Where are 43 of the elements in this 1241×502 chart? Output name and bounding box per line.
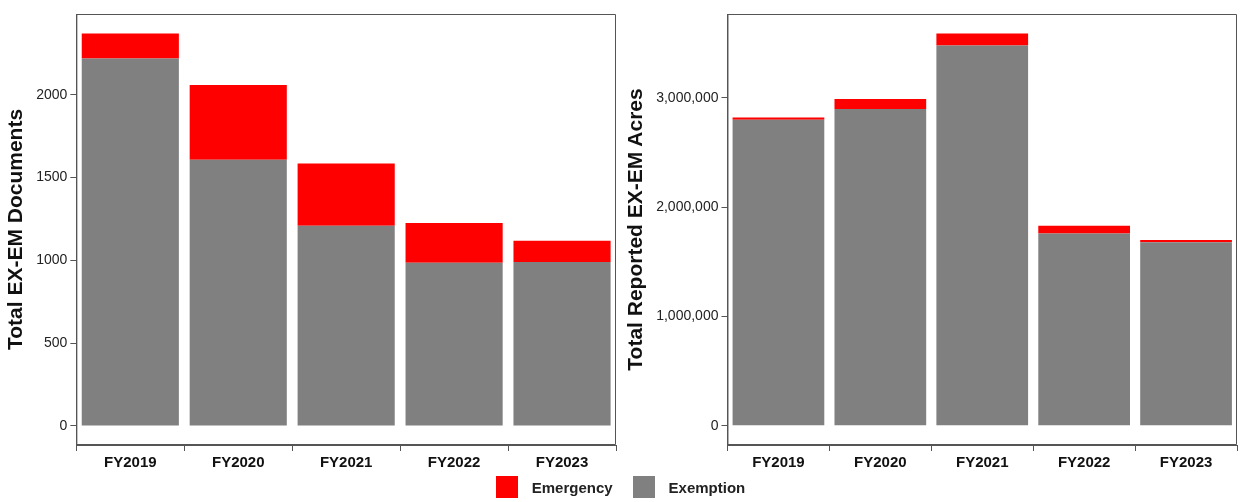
bar — [405, 262, 503, 426]
y-axis-title: Total Reported EX-EM Acres — [623, 88, 647, 371]
bar — [1038, 225, 1130, 234]
x-tick-label: FY2022 — [1057, 453, 1111, 471]
x-tick-label: FY2021 — [319, 453, 373, 471]
bar — [1140, 240, 1232, 243]
x-tick-label: FY2023 — [1159, 453, 1213, 471]
y-tick-label: 500 — [43, 333, 68, 350]
y-tick-label: 1000 — [36, 251, 68, 268]
y-tick-label: 3,000,000 — [656, 88, 719, 105]
bar — [513, 240, 611, 262]
x-tick-label: FY2020 — [854, 453, 907, 471]
y-tick-label: 0 — [710, 416, 719, 433]
x-tick-label: FY2019 — [104, 453, 157, 471]
bar — [81, 33, 179, 59]
y-tick-label: 0 — [59, 416, 68, 433]
bar — [732, 117, 825, 120]
bar — [189, 159, 287, 426]
x-tick-label: FY2020 — [211, 453, 265, 471]
bar — [732, 119, 825, 426]
bar — [405, 223, 503, 263]
x-tick-label: FY2023 — [535, 453, 589, 471]
x-tick-label: FY2021 — [955, 453, 1009, 471]
bar — [1038, 233, 1130, 426]
y-tick-label: 2,000,000 — [656, 198, 719, 215]
bar — [297, 225, 395, 426]
bar — [81, 58, 179, 426]
legend-label: Emergency — [531, 478, 613, 496]
bar — [834, 108, 927, 426]
bar — [297, 163, 395, 226]
legend-label: Exemption — [668, 478, 746, 496]
bar — [513, 261, 611, 426]
bar — [936, 45, 1029, 426]
bar — [1140, 242, 1232, 426]
x-tick-label: FY2019 — [752, 453, 805, 471]
y-tick-label: 1,000,000 — [656, 307, 719, 324]
y-tick-label: 2000 — [36, 85, 68, 102]
bar — [189, 85, 287, 160]
bar — [936, 33, 1029, 46]
x-tick-label: FY2022 — [427, 453, 481, 471]
y-tick-label: 1500 — [36, 168, 68, 185]
bar — [834, 99, 927, 109]
y-axis-title: Total EX-EM Documents — [3, 108, 27, 351]
